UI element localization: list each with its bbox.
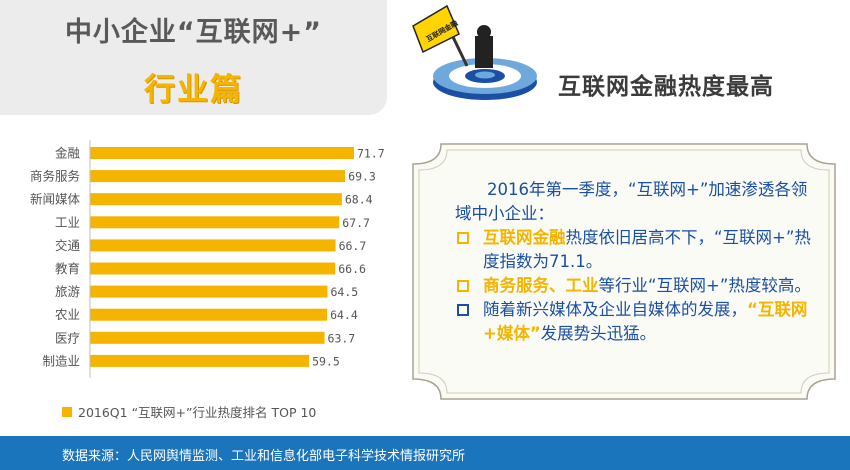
data-label: 68.4 — [345, 193, 373, 207]
category-label: 教育 — [55, 261, 80, 276]
bar — [90, 308, 328, 321]
bullet3-tail: 发展势头迅猛。 — [540, 324, 657, 343]
category-label: 医疗 — [55, 330, 80, 345]
data-label: 67.7 — [342, 216, 370, 230]
bar — [90, 193, 342, 206]
category-label: 交通 — [55, 238, 81, 253]
bullet-square-icon — [457, 304, 469, 316]
bullet3-text: 随着新兴媒体及企业自媒体的发展， — [483, 300, 747, 319]
bar — [90, 147, 354, 159]
info-bullet-2: 商务服务、工业等行业“互联网+”热度较高。 — [455, 274, 815, 298]
bar — [90, 285, 328, 298]
page-subtitle: 行业篇 — [144, 72, 243, 108]
bullet-square-icon — [457, 280, 469, 292]
bar — [90, 239, 336, 252]
bar-chart: 金融 71.7 商务服务 69.3 新闻媒体 68.4 工业 67.7 交通 66.7 教育 66.6… — [30, 140, 385, 378]
at-sign-flag-icon: 互联网金融 — [412, 4, 537, 100]
bullet-square-icon — [457, 232, 469, 244]
bullet1-text: 热度依旧居高不下，“互联网+”热度指数为71.1。 — [483, 228, 811, 271]
category-label: 农业 — [55, 307, 80, 322]
bullet2-highlight: 商务服务、工业 — [483, 276, 599, 295]
info-frame — [412, 143, 836, 400]
data-label: 69.3 — [348, 170, 376, 184]
category-label: 金融 — [55, 146, 81, 161]
headline: 互联网金融热度最高 — [558, 74, 774, 100]
title-panel: 中小企业“互联网+” 行业篇 — [0, 0, 387, 115]
data-label: 66.6 — [338, 262, 366, 276]
bullet3-highlight: “互联网+媒体” — [483, 300, 808, 343]
category-label: 旅游 — [55, 284, 81, 299]
info-intro: 2016年第一季度，“互联网+”加速渗透各领域中小企业： — [455, 180, 808, 223]
source-note: 数据来源：人民网舆情监测、工业和信息化部电子科学技术情报研究所 — [62, 449, 466, 464]
bar — [90, 262, 336, 275]
data-label: 66.7 — [339, 239, 367, 253]
legend-swatch — [62, 406, 72, 417]
bullet2-text: 等行业“互联网+”热度较高。 — [598, 276, 811, 295]
category-label: 制造业 — [42, 353, 80, 368]
bar — [90, 354, 310, 367]
info-text: 2016年第一季度，“互联网+”加速渗透各领域中小企业： 互联网金融热度依旧居高… — [455, 178, 815, 346]
category-label: 工业 — [55, 215, 80, 230]
category-label: 商务服务 — [30, 169, 80, 184]
page-title: 中小企业“互联网+” — [64, 17, 323, 48]
footer-bar: 数据来源：人民网舆情监测、工业和信息化部电子科学技术情报研究所 — [0, 436, 850, 470]
chart-legend: 2016Q1 “互联网+”行业热度排名 TOP 10 — [62, 402, 316, 421]
info-bullet-1: 互联网金融热度依旧居高不下，“互联网+”热度指数为71.1。 — [455, 226, 815, 274]
bar — [90, 331, 325, 344]
data-label: 63.7 — [328, 331, 356, 345]
info-bullet-3: 随着新兴媒体及企业自媒体的发展，“互联网+媒体”发展势头迅猛。 — [455, 298, 815, 346]
category-label: 新闻媒体 — [30, 192, 81, 207]
data-label: 64.4 — [330, 308, 358, 322]
data-label: 59.5 — [312, 354, 340, 368]
data-label: 71.7 — [357, 147, 385, 161]
bullet1-highlight: 互联网金融 — [483, 228, 566, 247]
data-label: 64.5 — [330, 285, 358, 299]
info-panel: 2016年第一季度，“互联网+”加速渗透各领域中小企业： 互联网金融热度依旧居高… — [411, 142, 837, 401]
legend-label: 2016Q1 “互联网+”行业热度排名 TOP 10 — [78, 405, 317, 420]
bar — [90, 170, 346, 183]
bar — [90, 216, 340, 229]
